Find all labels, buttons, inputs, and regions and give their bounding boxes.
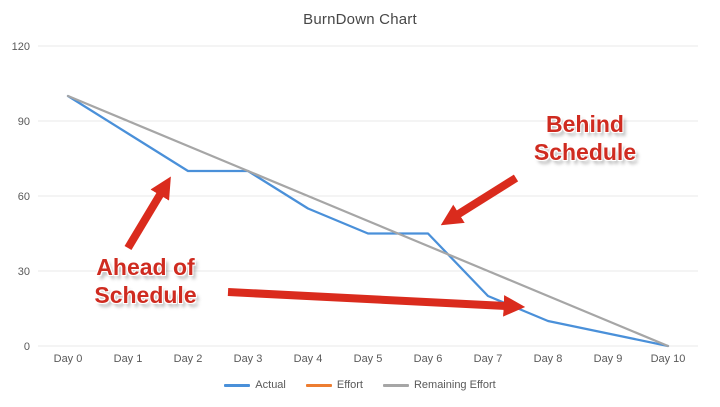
behind-schedule-label: Behind Schedule bbox=[510, 110, 660, 166]
y-tick-label: 30 bbox=[18, 266, 30, 278]
annotation-arrows bbox=[124, 174, 526, 317]
legend-label: Effort bbox=[336, 379, 363, 391]
chart-plot: 0 30 60 90 120 Day 0 Day 1 Day 2 Day 3 Day 4 Day 5… bbox=[12, 41, 698, 365]
legend-item-actual: Actual bbox=[224, 379, 286, 391]
x-tick-label: Day 5 bbox=[354, 353, 383, 365]
legend-item-remaining-effort: Remaining Effort bbox=[382, 379, 496, 391]
ahead-of-schedule-arrow bbox=[124, 176, 171, 251]
x-tick-label: Day 9 bbox=[594, 353, 623, 365]
ahead-label-line2: Schedule bbox=[94, 282, 197, 308]
series-line-actual bbox=[66, 94, 670, 348]
x-tick-label: Day 8 bbox=[534, 353, 563, 365]
legend-item-effort: Effort bbox=[305, 379, 363, 391]
x-tick-label: Day 3 bbox=[234, 353, 263, 365]
x-tick-label: Day 10 bbox=[651, 353, 686, 365]
behind-label-line1: Behind bbox=[546, 111, 624, 137]
y-tick-label: 90 bbox=[18, 116, 30, 128]
y-tick-label: 60 bbox=[18, 191, 30, 203]
behind-schedule-arrow bbox=[440, 174, 519, 226]
x-tick-label: Day 4 bbox=[294, 353, 323, 365]
y-tick-label: 0 bbox=[24, 341, 30, 353]
legend-label: Remaining Effort bbox=[413, 379, 496, 391]
legend: Actual Effort Remaining Effort bbox=[0, 376, 720, 394]
x-tick-label: Day 2 bbox=[174, 353, 203, 365]
legend-swatch bbox=[382, 383, 409, 387]
legend-swatch bbox=[305, 383, 332, 387]
x-tick-label: Day 7 bbox=[474, 353, 503, 365]
series-line-remaining-effort bbox=[66, 94, 670, 348]
chart-title: BurnDown Chart bbox=[303, 11, 417, 28]
ahead-of-schedule-label: Ahead of Schedule bbox=[68, 253, 223, 309]
x-tick-label: Day 6 bbox=[414, 353, 443, 365]
behind-label-line2: Schedule bbox=[533, 139, 637, 165]
legend-swatch bbox=[224, 383, 251, 387]
x-tick-label: Day 0 bbox=[54, 353, 83, 365]
x-tick-label: Day 1 bbox=[114, 353, 143, 365]
legend-label: Actual bbox=[255, 379, 286, 391]
y-tick-label: 120 bbox=[12, 41, 30, 53]
ahead-label-line1: Ahead of bbox=[96, 254, 195, 280]
ahead-to-behind-arrow bbox=[227, 288, 526, 317]
